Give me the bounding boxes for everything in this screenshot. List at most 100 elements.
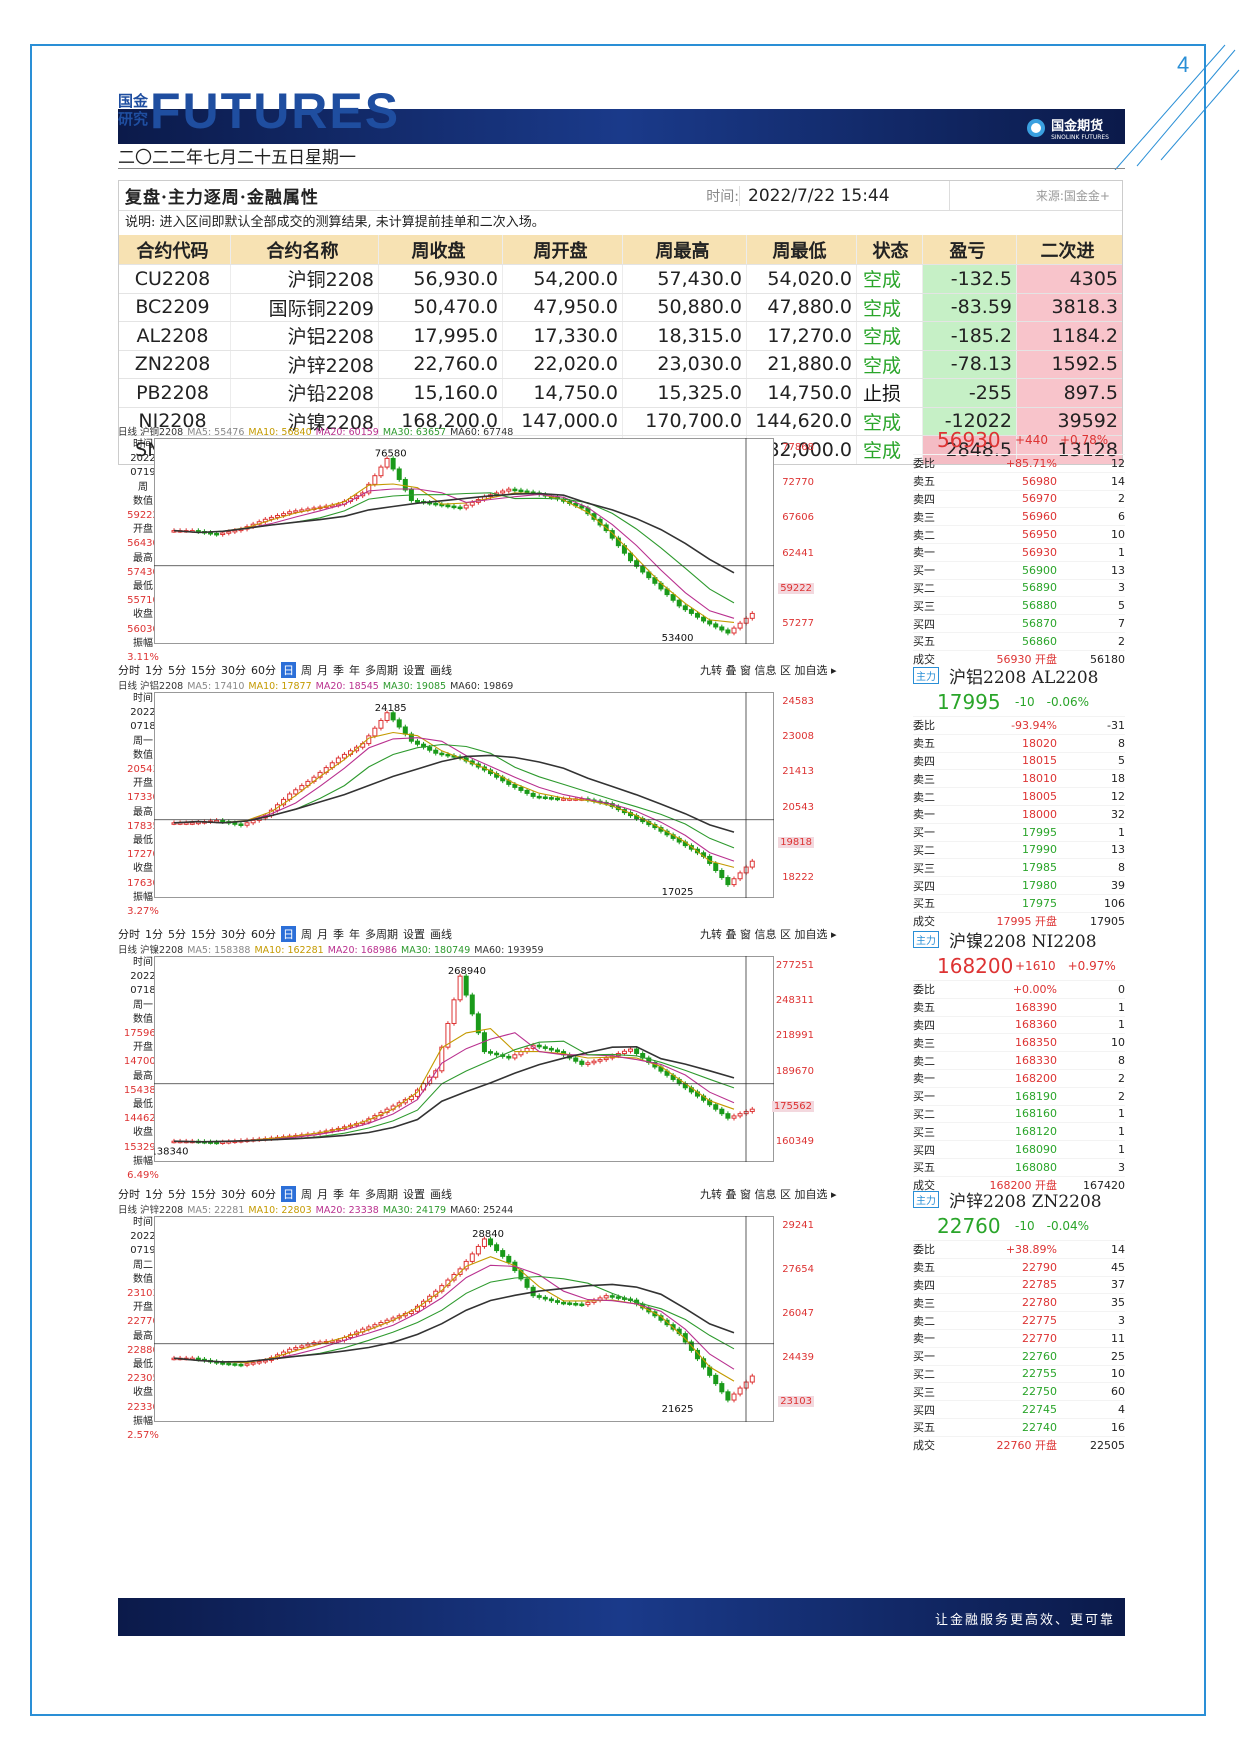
tab-period[interactable]: 5分 xyxy=(168,664,186,677)
header-pl: 盈亏 xyxy=(923,235,1017,264)
tab-period[interactable]: 日 xyxy=(281,926,296,942)
candle-body xyxy=(293,1347,299,1350)
tab-period[interactable]: 月 xyxy=(317,928,328,941)
tab-period[interactable]: 周 xyxy=(301,928,312,941)
tab-period[interactable]: 30分 xyxy=(221,928,246,941)
cell-name: 国际铜2209 xyxy=(231,293,379,321)
order-book-row: 买二 56890 3 xyxy=(913,578,1125,597)
order-book-row: 卖三 56960 6 xyxy=(913,507,1125,525)
cell-second: 897.5 xyxy=(1017,379,1122,407)
tab-period[interactable]: 设置 xyxy=(403,928,425,941)
candle-body xyxy=(195,1357,201,1361)
tab-period[interactable]: 1分 xyxy=(145,928,163,941)
book-price: 22780 xyxy=(1022,1296,1057,1310)
order-book-row: 委比 +38.89% 14 xyxy=(913,1240,1125,1258)
tab-period[interactable]: 年 xyxy=(349,664,360,677)
tab-period[interactable]: 周 xyxy=(301,664,312,677)
tab-period[interactable]: 月 xyxy=(317,664,328,677)
tab-period[interactable]: 设置 xyxy=(403,1188,425,1201)
tab-period[interactable]: 日 xyxy=(281,1186,296,1202)
tab-period[interactable]: 画线 xyxy=(430,1188,452,1201)
tab-period[interactable]: 15分 xyxy=(191,928,216,941)
info-item: 22880 xyxy=(127,1344,159,1356)
cell-open: 147,000.0 xyxy=(503,407,623,435)
tab-period[interactable]: 30分 xyxy=(221,664,246,677)
order-book-row: 卖三 168350 10 xyxy=(913,1033,1125,1051)
candle-body xyxy=(573,1302,579,1306)
book-volume: 8 xyxy=(1118,861,1125,875)
y-tick-label: 67606 xyxy=(782,512,814,524)
page-number: 4 xyxy=(1177,52,1190,77)
tab-period[interactable]: 15分 xyxy=(191,1188,216,1201)
book-volume: 14 xyxy=(1111,474,1125,488)
candle-body xyxy=(226,531,232,534)
tab-period[interactable]: 60分 xyxy=(251,1188,276,1201)
tab-period[interactable]: 5分 xyxy=(168,1188,186,1201)
tab-period[interactable]: 日 xyxy=(281,662,296,678)
ma-line-4 xyxy=(173,1045,735,1143)
candle-body xyxy=(445,504,451,508)
chart-tools[interactable]: 九转 叠 窗 信息 区 加自选 ▸ xyxy=(700,664,837,677)
info-item: 22305 xyxy=(127,1373,159,1385)
ma-value-ma60: MA60: 193959 xyxy=(474,945,544,956)
book-price: 56900 xyxy=(1022,563,1057,577)
tab-period[interactable]: 分时 xyxy=(118,928,140,941)
tab-period[interactable]: 年 xyxy=(349,928,360,941)
book-label: 卖二 xyxy=(913,1054,935,1068)
book-price: 22790 xyxy=(1022,1260,1057,1274)
tab-period[interactable]: 分时 xyxy=(118,1188,140,1201)
tab-period[interactable]: 5分 xyxy=(168,928,186,941)
chart-tools[interactable]: 九转 叠 窗 信息 区 加自选 ▸ xyxy=(700,1188,837,1201)
info-item: 开盘 xyxy=(133,1042,153,1054)
tab-period[interactable]: 30分 xyxy=(221,1188,246,1201)
info-item: 收盘 xyxy=(133,1127,153,1139)
candle-body xyxy=(512,1054,518,1059)
chart-tools[interactable]: 九转 叠 窗 信息 区 加自选 ▸ xyxy=(700,928,837,941)
info-item: 最高 xyxy=(133,1330,153,1342)
y-tick-label: 24439 xyxy=(782,1352,814,1363)
cell-status: 空成 xyxy=(857,436,923,464)
y-tick-label: 160349 xyxy=(775,1136,814,1147)
cell-code: ZN2208 xyxy=(119,350,231,378)
tab-period[interactable]: 多周期 xyxy=(365,928,398,941)
tab-period[interactable]: 年 xyxy=(349,1188,360,1201)
cell-status: 空成 xyxy=(857,407,923,435)
candle-body xyxy=(713,1374,719,1385)
book-volume: 8 xyxy=(1118,1054,1125,1068)
tab-period[interactable]: 60分 xyxy=(251,928,276,941)
tab-period[interactable]: 分时 xyxy=(118,664,140,677)
tab-period[interactable]: 多周期 xyxy=(365,664,398,677)
order-book: 主力 沪镍2208 NI2208 168200 +1610 +0.97% 委比 +0.00%… xyxy=(913,926,1125,1194)
tab-period[interactable]: 画线 xyxy=(430,928,452,941)
kline-chart[interactable]: 268940 138340 xyxy=(154,956,774,1162)
candle-body xyxy=(469,501,475,506)
candle-body xyxy=(676,599,682,607)
tab-period[interactable]: 季 xyxy=(333,664,344,677)
book-volume: 56180 xyxy=(1090,652,1125,666)
kline-chart[interactable]: 28840 21625 xyxy=(154,1216,774,1422)
chart-panel: 分时 1分 5分 15分 30分 60分日周月季年多周期 设置 画线 九转 叠 窗 信息 区 加… xyxy=(118,1186,1125,1452)
candle-body xyxy=(189,822,195,825)
kline-chart[interactable]: 24185 17025 xyxy=(154,692,774,898)
tab-period[interactable]: 1分 xyxy=(145,664,163,677)
candle-body xyxy=(372,727,378,737)
ma-value-ma10: MA10: 56840 xyxy=(248,427,312,438)
tab-period[interactable]: 季 xyxy=(333,928,344,941)
tab-period[interactable]: 1分 xyxy=(145,1188,163,1201)
tab-period[interactable]: 设置 xyxy=(403,664,425,677)
book-volume: 1 xyxy=(1118,1000,1125,1014)
candle-body xyxy=(615,1296,621,1299)
book-price: 18015 xyxy=(1022,754,1057,768)
tab-period[interactable]: 周 xyxy=(301,1188,312,1201)
tab-period[interactable]: 60分 xyxy=(251,664,276,677)
info-item: 振幅 xyxy=(133,1155,153,1167)
tab-period[interactable]: 月 xyxy=(317,1188,328,1201)
last-price: 17995 xyxy=(937,690,1001,714)
y-axis: 277251 248311 218991 189670 175562 160349 xyxy=(771,956,816,1162)
kline-chart[interactable]: 76580 53400 xyxy=(154,438,774,644)
tab-period[interactable]: 季 xyxy=(333,1188,344,1201)
tab-period[interactable]: 画线 xyxy=(430,664,452,677)
tab-period[interactable]: 多周期 xyxy=(365,1188,398,1201)
tab-period[interactable]: 15分 xyxy=(191,664,216,677)
candle-body xyxy=(737,872,743,880)
